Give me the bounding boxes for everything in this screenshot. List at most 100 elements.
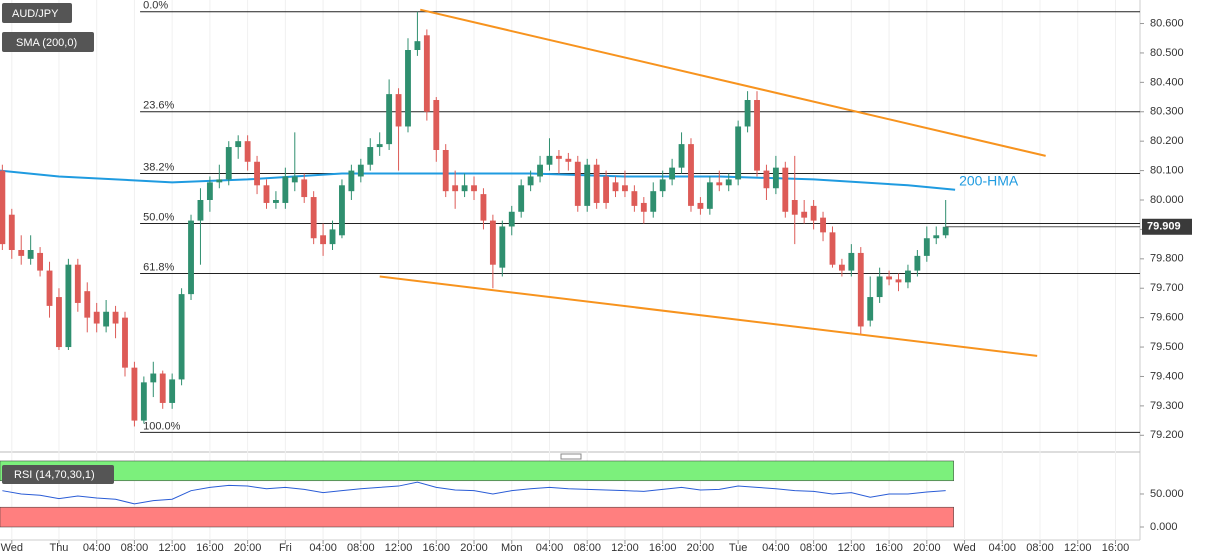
candle-body — [593, 164, 600, 203]
candle-body — [0, 170, 6, 245]
candle-body — [65, 264, 72, 348]
candle-body — [254, 161, 260, 186]
candle-body — [84, 291, 91, 318]
pane-resize-handle[interactable] — [560, 453, 582, 460]
x-tick-label: Mon — [501, 542, 522, 554]
x-tick-label: 16:00 — [423, 542, 451, 554]
rsi-y-tick-label: 0.000 — [1150, 521, 1178, 533]
candle-body — [848, 252, 855, 271]
candle-body — [27, 250, 34, 259]
symbol-label: AUD/JPY — [12, 8, 59, 20]
x-tick-label: 16:00 — [649, 542, 677, 554]
candle-body — [235, 141, 242, 148]
symbol-box — [2, 3, 72, 23]
candle-body — [612, 182, 619, 192]
candle-body — [489, 220, 496, 265]
candle-body — [838, 264, 845, 271]
candle-body — [942, 226, 949, 236]
candle-body — [518, 185, 525, 212]
candle-body — [18, 250, 25, 256]
candle-body — [772, 167, 779, 189]
candle-body — [565, 158, 572, 162]
hma-line — [0, 169, 956, 191]
x-tick-label: 08:00 — [347, 542, 375, 554]
x-tick-label: 20:00 — [913, 542, 941, 554]
x-tick-label: 04:00 — [989, 542, 1017, 554]
candle-body — [301, 179, 308, 198]
hma-label: 200-HMA — [959, 172, 1019, 188]
candle-body — [140, 382, 147, 421]
candle-body — [93, 311, 100, 324]
x-tick-label: 12:00 — [158, 542, 186, 554]
candle-body — [669, 167, 676, 180]
y-tick-label: 80.000 — [1150, 194, 1184, 206]
candle-body — [716, 182, 723, 186]
candle-body — [423, 35, 430, 112]
candle-body — [461, 185, 468, 192]
candle-body — [405, 50, 411, 127]
x-tick-label: 04:00 — [83, 542, 111, 554]
candle-body — [754, 100, 760, 171]
y-tick-label: 80.400 — [1150, 76, 1184, 88]
rsi-band — [0, 460, 954, 482]
last-price-label: 79.909 — [1147, 221, 1181, 233]
fib-label: 0.0% — [143, 0, 168, 12]
fib-label: 100.0% — [143, 420, 181, 432]
x-tick-label: Tue — [729, 542, 748, 554]
candle-body — [395, 94, 402, 127]
x-tick-label: 12:00 — [611, 542, 639, 554]
candle-body — [697, 202, 704, 209]
candle-body — [367, 147, 374, 165]
candle-body — [688, 144, 694, 206]
candle-body — [329, 229, 336, 245]
candle-body — [810, 205, 817, 221]
candle-body — [169, 379, 176, 403]
candle-body — [376, 144, 383, 148]
candle-body — [244, 141, 251, 162]
fib-label: 50.0% — [143, 211, 174, 223]
candle-body — [829, 232, 836, 265]
x-tick-label: 12:00 — [385, 542, 413, 554]
y-tick-label: 79.500 — [1150, 341, 1184, 353]
candle-body — [546, 155, 553, 165]
candle-body — [150, 373, 157, 383]
candle-body — [650, 191, 657, 212]
candle-body — [442, 150, 449, 192]
x-tick-label: 20:00 — [460, 542, 488, 554]
rsi-label: RSI (14,70,30,1) — [14, 469, 95, 481]
candle-body — [537, 164, 543, 177]
x-tick-label: 12:00 — [838, 542, 866, 554]
candle-body — [131, 367, 138, 421]
candle-body — [725, 179, 732, 186]
candle-body — [678, 144, 685, 168]
x-tick-label: Fri — [279, 542, 292, 554]
y-tick-label: 79.700 — [1150, 282, 1184, 294]
rsi-line — [2, 481, 946, 505]
y-tick-label: 80.300 — [1150, 106, 1184, 118]
x-tick-label: 20:00 — [687, 542, 715, 554]
candle-body — [886, 276, 893, 280]
candle-body — [433, 100, 440, 150]
candle-body — [603, 176, 610, 203]
x-tick-label: 04:00 — [762, 542, 790, 554]
y-tick-label: 80.200 — [1150, 135, 1184, 147]
candle-body — [339, 185, 345, 236]
fib-label: 38.2% — [143, 161, 174, 173]
rsi-y-tick-label: 50.000 — [1150, 488, 1184, 500]
candle-body — [499, 226, 506, 268]
candle-body — [471, 185, 477, 192]
indicator-box — [2, 32, 94, 52]
candle-body — [763, 170, 770, 189]
candle-body — [74, 264, 81, 303]
candle-body — [631, 191, 638, 206]
candle-body — [348, 170, 355, 192]
candle-body — [159, 373, 166, 403]
candle-body — [225, 147, 232, 180]
x-tick-label: 04:00 — [309, 542, 337, 554]
x-tick-label: Wed — [953, 542, 975, 554]
candle-body — [414, 41, 421, 50]
candle-body — [452, 185, 459, 192]
candle-body — [905, 270, 911, 283]
candle-body — [574, 161, 581, 206]
